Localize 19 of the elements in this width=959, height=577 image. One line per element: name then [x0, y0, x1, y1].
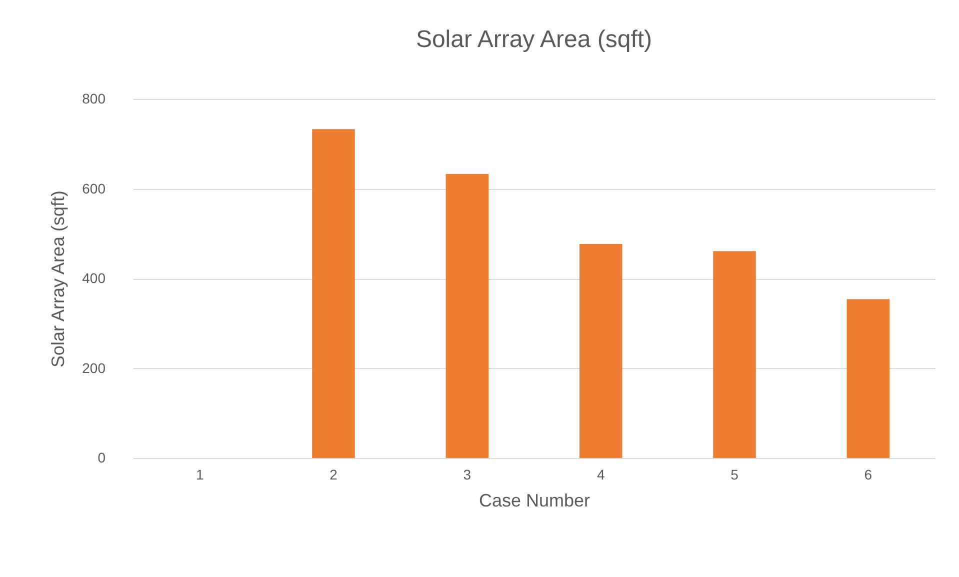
- x-tick-label: 2: [330, 466, 338, 482]
- x-tick-label: 3: [463, 466, 472, 482]
- y-tick-label: 800: [82, 90, 106, 106]
- bar: [846, 299, 890, 458]
- bar: [446, 174, 489, 458]
- bar: [579, 244, 622, 458]
- x-tick-label: 6: [864, 466, 872, 482]
- x-tick-label: 5: [730, 466, 739, 482]
- bar: [713, 251, 756, 458]
- y-tick-label: 0: [98, 450, 106, 466]
- y-axis-title: Solar Array Area (sqft): [48, 190, 68, 368]
- x-tick-label: 1: [196, 466, 204, 482]
- x-axis-title: Case Number: [478, 490, 590, 510]
- chart-title: Solar Array Area (sqft): [416, 26, 652, 53]
- y-tick-label: 200: [82, 360, 106, 376]
- x-tick-label: 4: [596, 466, 605, 482]
- y-tick-label: 400: [82, 270, 106, 286]
- bar: [312, 129, 355, 458]
- y-tick-label: 600: [82, 180, 106, 196]
